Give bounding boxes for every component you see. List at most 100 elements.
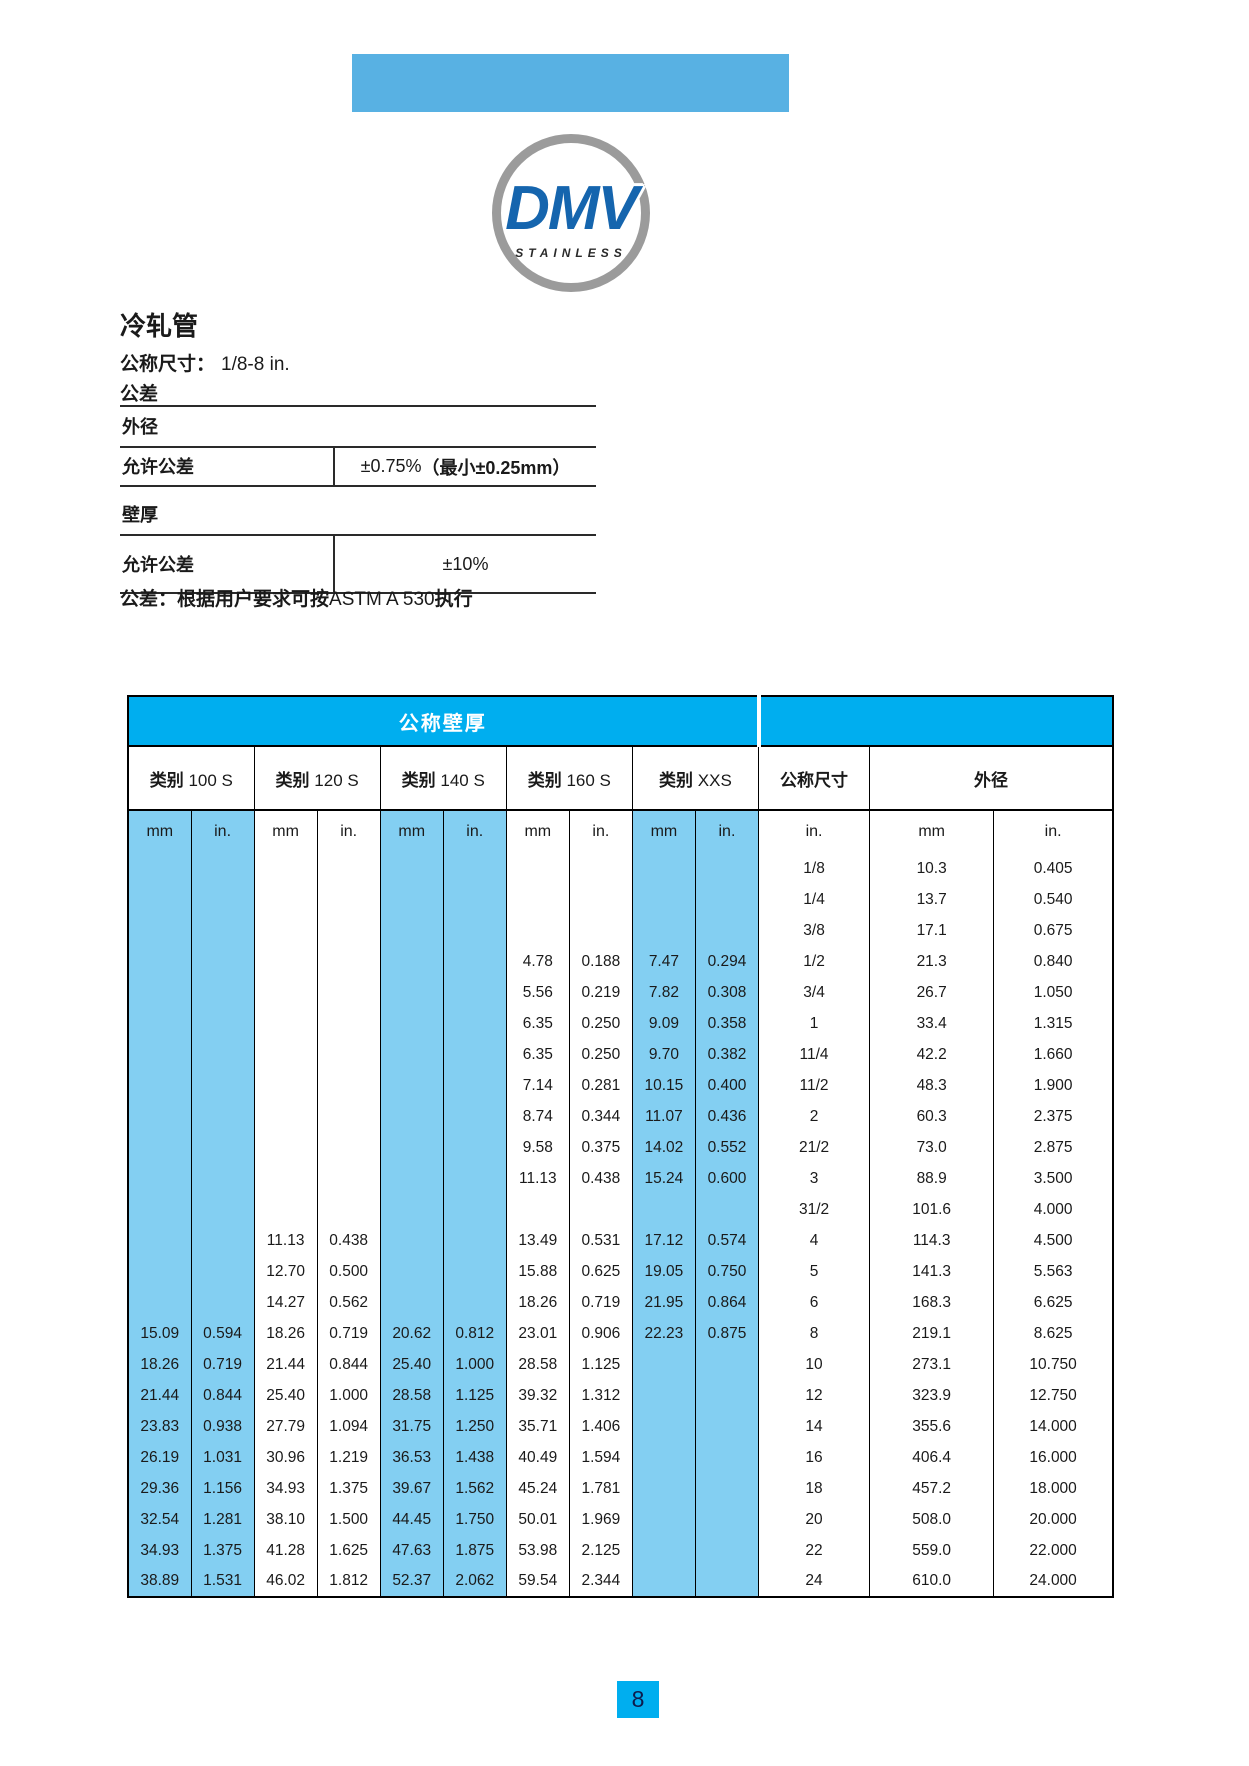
table-cell: 39.67	[379, 1473, 444, 1504]
group-140s: 类别 140 S	[379, 745, 507, 811]
table-cell	[379, 853, 444, 884]
table-cell	[631, 915, 696, 946]
table-cell	[316, 1194, 381, 1225]
unit-header: in.	[316, 810, 381, 853]
table-cell: 39.32	[505, 1380, 570, 1411]
table-cell: 114.3	[869, 1225, 995, 1256]
astm-note-zh2: 执行	[434, 589, 473, 610]
table-row: 1/4 13.7 0.540	[127, 884, 1114, 915]
table-cell: 1.050	[993, 977, 1114, 1008]
table-cell: 11.13	[253, 1225, 318, 1256]
table-cell: 18	[757, 1473, 871, 1504]
table-cell: 29.36	[127, 1473, 192, 1504]
od-tolerance-value-min: （最小±0.25mm）	[421, 457, 571, 478]
table-cell	[253, 884, 318, 915]
table-cell: 21/2	[757, 1132, 871, 1163]
table-cell	[127, 1256, 192, 1287]
table-cell: 13.49	[505, 1225, 570, 1256]
table-cell	[379, 1101, 444, 1132]
table-cell: 219.1	[869, 1318, 995, 1349]
table-cell: 355.6	[869, 1411, 995, 1442]
od-tolerance-value-main: ±0.75%	[360, 456, 422, 476]
table-cell: 40.49	[505, 1442, 570, 1473]
table-cell: 0.562	[316, 1287, 381, 1318]
table-cell: 6	[757, 1287, 871, 1318]
table-cell: 1.031	[190, 1442, 255, 1473]
table-cell	[127, 1101, 192, 1132]
table-cell: 1.660	[993, 1039, 1114, 1070]
table-cell	[190, 1194, 255, 1225]
group-160s: 类别 160 S	[505, 745, 633, 811]
table-cell	[694, 1349, 760, 1380]
table-cell: 1.125	[568, 1349, 633, 1380]
table-cell	[190, 884, 255, 915]
table-cell: 1.281	[190, 1504, 255, 1535]
unit-header: mm	[631, 810, 696, 853]
table-cell: 0.812	[442, 1318, 507, 1349]
table-cell: 60.3	[869, 1101, 995, 1132]
table-cell	[127, 946, 192, 977]
table-cell	[379, 1287, 444, 1318]
table-cell: 1/2	[757, 946, 871, 977]
table-cell: 16.000	[993, 1442, 1114, 1473]
table-cell: 1.094	[316, 1411, 381, 1442]
table-cell: 21.3	[869, 946, 995, 977]
table-cell	[694, 1411, 760, 1442]
astm-note-latin: ASTM A 530	[329, 589, 435, 610]
table-cell: 1.594	[568, 1442, 633, 1473]
unit-header: mm	[869, 810, 995, 853]
table-cell: 2.875	[993, 1132, 1114, 1163]
table-cell: 5.56	[505, 977, 570, 1008]
table-cell: 1.900	[993, 1070, 1114, 1101]
table-cell: 15.88	[505, 1256, 570, 1287]
table-cell	[190, 853, 255, 884]
table-cell: 22.000	[993, 1535, 1114, 1566]
table-cell: 1.250	[442, 1411, 507, 1442]
table-cell: 50.01	[505, 1504, 570, 1535]
table-cell: 8.625	[993, 1318, 1114, 1349]
table-cell	[631, 1411, 696, 1442]
table-cell	[631, 1535, 696, 1566]
table-cell	[442, 1225, 507, 1256]
wt-tolerance-label: 允许公差	[122, 554, 194, 575]
table-cell	[379, 1225, 444, 1256]
table-row: 14.27 0.562 18.26 0.719 21.95 0.864 6 168.3 6.62…	[127, 1287, 1114, 1318]
table-cell: 31.75	[379, 1411, 444, 1442]
table-cell	[127, 1008, 192, 1039]
table-cell: 1.562	[442, 1473, 507, 1504]
table-cell	[316, 946, 381, 977]
table-cell	[379, 1256, 444, 1287]
table-cell: 0.344	[568, 1101, 633, 1132]
table-cell: 20.000	[993, 1504, 1114, 1535]
table-cell: 0.308	[694, 977, 760, 1008]
table-cell	[442, 1070, 507, 1101]
table-cell: 1.156	[190, 1473, 255, 1504]
unit-header: in.	[190, 810, 255, 853]
table-cell: 88.9	[869, 1163, 995, 1194]
table-cell: 4	[757, 1225, 871, 1256]
logo-ring-icon	[492, 134, 650, 292]
table-cell	[631, 884, 696, 915]
table-cell: 34.93	[253, 1473, 318, 1504]
table-cell	[190, 1132, 255, 1163]
table-cell	[694, 1473, 760, 1504]
table-cell: 3	[757, 1163, 871, 1194]
table-cell: 0.719	[316, 1318, 381, 1349]
wt-tolerance-row: 允许公差 ±10%	[120, 534, 596, 594]
table-cell: 1	[757, 1008, 871, 1039]
table-cell	[379, 946, 444, 977]
table-row: 32.54 1.281 38.10 1.500 44.45 1.750 50.01 1.969…	[127, 1504, 1114, 1535]
dmv-logo: DMV STAINLESS	[492, 134, 650, 292]
table-cell	[190, 1287, 255, 1318]
table-cell: 1.812	[316, 1566, 381, 1597]
group-120s: 类别 120 S	[253, 745, 381, 811]
table-cell: 23.01	[505, 1318, 570, 1349]
table-cell: 53.98	[505, 1535, 570, 1566]
unit-header: mm	[505, 810, 570, 853]
table-cell: 2.125	[568, 1535, 633, 1566]
table-cell: 323.9	[869, 1380, 995, 1411]
table-cell	[568, 1194, 633, 1225]
nominal-size-label: 公称尺寸：	[120, 354, 216, 375]
table-cell: 0.188	[568, 946, 633, 977]
table-cell: 1.625	[316, 1535, 381, 1566]
